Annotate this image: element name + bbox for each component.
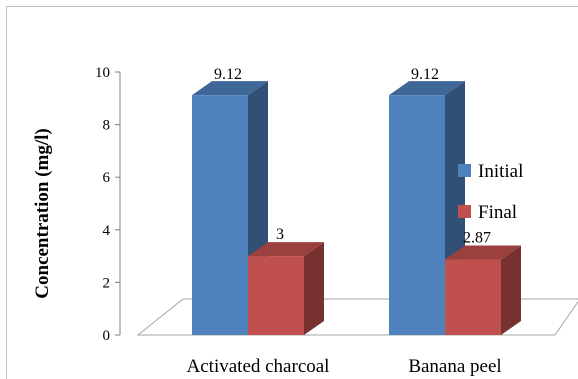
bar-initial <box>389 95 445 335</box>
bar-initial <box>192 95 248 335</box>
y-tick-label: 4 <box>103 223 111 239</box>
legend-label-final: Final <box>478 202 517 223</box>
y-tick-label: 10 <box>95 65 110 81</box>
data-label: 9.12 <box>411 66 439 83</box>
bar-final <box>445 259 501 335</box>
y-axis-title: Concentration (mg/l) <box>32 128 53 298</box>
y-tick-label: 8 <box>103 118 111 134</box>
bar-top-final <box>248 242 324 257</box>
legend-swatch-final <box>458 205 471 218</box>
data-label: 3 <box>276 226 284 243</box>
y-tick-label: 2 <box>103 275 111 291</box>
data-label: 2.87 <box>463 230 491 247</box>
bar-top-initial <box>389 81 465 96</box>
bar-side-final <box>304 242 324 335</box>
bar-final <box>248 256 304 335</box>
chart-frame <box>6 6 578 379</box>
x-category-label: Activated charcoal <box>187 356 330 377</box>
data-label: 9.12 <box>214 66 242 83</box>
x-category-label: Banana peel <box>408 356 501 377</box>
y-tick-label: 6 <box>103 170 111 186</box>
bar-top-final <box>445 245 521 260</box>
y-tick-label: 0 <box>103 328 111 344</box>
legend-label-initial: Initial <box>478 161 523 182</box>
bar-top-initial <box>192 81 268 96</box>
bar-side-final <box>501 245 521 335</box>
legend-swatch-initial <box>458 164 471 177</box>
